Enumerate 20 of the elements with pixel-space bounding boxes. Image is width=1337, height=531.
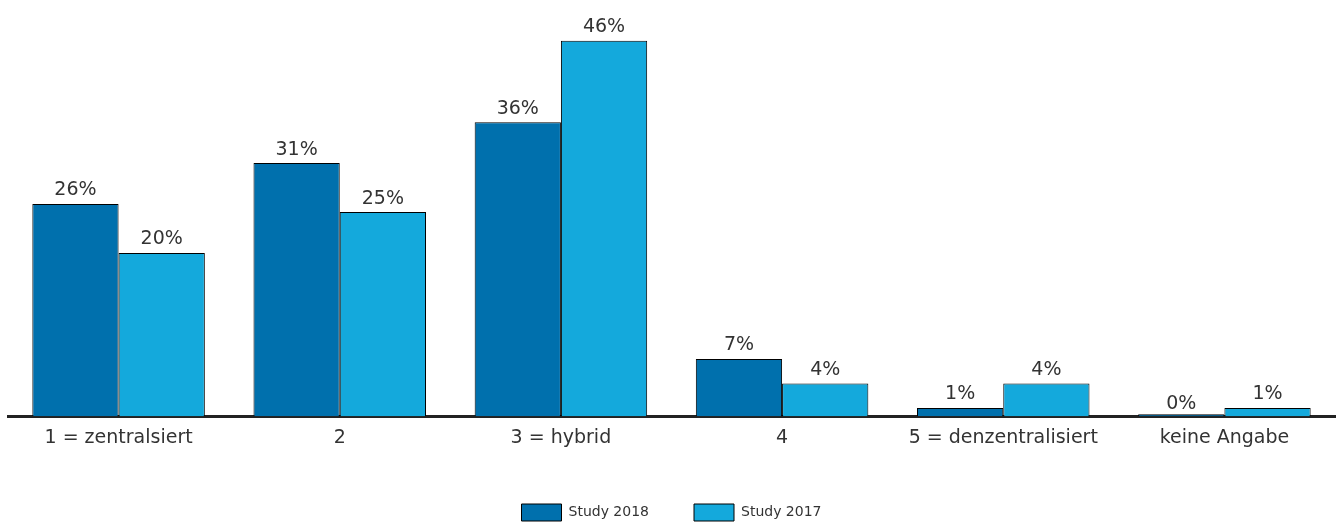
data-label: 25% [361,185,404,208]
data-label: 1% [945,381,976,404]
x-tick-label: 4 [776,424,789,447]
data-label: 4% [810,356,841,379]
x-tick-label: 2 [333,424,346,447]
data-label: 7% [723,332,755,355]
data-label: 26% [54,177,97,200]
data-label: 36% [496,95,539,118]
x-tick-label: 1 = zentralsiert [44,424,193,447]
data-label: 46% [582,14,626,37]
legend-label: Study 2017 [741,503,822,520]
data-label: 4% [1031,356,1062,379]
x-tick-label: keine Angabe [1159,424,1290,447]
data-label: 31% [275,136,318,159]
data-label: 0% [1166,390,1197,413]
data-label: 20% [140,226,183,249]
data-label: 1% [1252,381,1283,404]
x-tick-label: 5 = denzentralisiert [908,424,1098,447]
x-tick-label: 3 = hybrid [510,424,612,447]
legend-label: Study 2018 [568,503,649,520]
